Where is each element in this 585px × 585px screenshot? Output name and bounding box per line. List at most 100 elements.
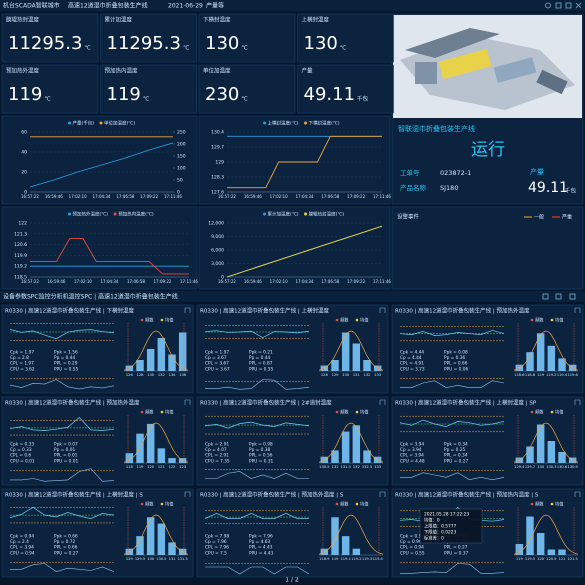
kpi-bg	[1, 64, 99, 114]
spc-panel: R0330 | 高速12道湿巾折叠包装生产线 | 2#道封温度 Cpk = 2.9…	[196, 396, 389, 486]
kpi-value: 49.11	[304, 84, 356, 105]
kpi-bg	[198, 13, 296, 63]
stat: Cp = 3.67	[205, 355, 227, 361]
spc-panel: R0330 | 高速12道湿巾折叠包装生产线 | 预加热外温度 Cpk = 0.3…	[1, 396, 194, 486]
y-tick-label: 130.4	[211, 130, 224, 136]
hist-bar	[178, 332, 187, 371]
hist-bin-label: 131	[353, 373, 360, 377]
tooltip-line: 标准差：0	[424, 535, 444, 542]
mr-line	[400, 563, 505, 574]
hist-bin-label: 130	[147, 557, 155, 561]
kpi-bg	[198, 64, 296, 114]
y-tick-label: 129.7	[211, 145, 224, 151]
legend-label: 频数	[145, 409, 154, 416]
kpi-value: 119	[8, 84, 42, 105]
legend-dot	[68, 212, 71, 216]
kpi-unit: ℃	[241, 96, 247, 103]
x-tick-label: 17:11:46	[373, 194, 391, 199]
legend-label: 均值	[360, 317, 369, 324]
y2-tick-label: 100	[177, 166, 186, 172]
control-line	[9, 329, 115, 340]
expand-icon[interactable]	[184, 491, 191, 497]
x-tick-label: 17:11:46	[164, 194, 182, 199]
x-tick-label: 17:09:22	[347, 279, 365, 284]
hist-bin-label: 131	[169, 557, 176, 561]
y2-tick-label: 250	[177, 130, 186, 136]
y2-tick-label: 150	[177, 154, 186, 160]
x-tick-label: 17:02:10	[69, 194, 87, 199]
stat: PPU = 0.27	[54, 550, 78, 556]
order-value: 023872-1	[440, 169, 471, 177]
kpi-value: 119	[107, 84, 141, 105]
legend-dot	[355, 502, 359, 506]
mr-line	[400, 380, 505, 388]
legend-dot	[263, 121, 266, 125]
header-title: 机台SCADA智联城市	[3, 2, 60, 10]
kpi-tile: 下横封温度 130 ℃	[198, 13, 296, 63]
legend-dot	[530, 318, 534, 322]
top-icons[interactable]	[545, 2, 582, 9]
hist-bin-label: 130	[147, 373, 155, 377]
stat: Ppk = 7.96	[249, 534, 273, 540]
kpi-unit: ℃	[84, 45, 90, 52]
stat: PPL = 0.01	[54, 453, 78, 459]
expand-icon[interactable]	[184, 399, 191, 405]
expand-icon[interactable]	[379, 307, 386, 313]
stat: CPU = 3.73	[400, 366, 425, 372]
legend-label: 频数	[145, 501, 154, 508]
stat: PPL = 0.34	[444, 453, 468, 459]
x-tick-label: 17:02:10	[270, 279, 288, 284]
stat: PPL = 0.29	[54, 361, 78, 367]
legend-label: 预加热内温度(℃)	[118, 211, 154, 218]
x-tick-label: 17:06:58	[321, 194, 339, 199]
expand-icon[interactable]	[574, 491, 581, 497]
series-line	[30, 237, 189, 275]
icon[interactable]	[555, 293, 562, 300]
hist-bin-label: 128	[137, 373, 145, 377]
line-chart: 0 20 40 60 0 50 100 150 200 250 16:57:22 16:59:46 17…	[1, 115, 198, 205]
y-tick-label: 0	[24, 190, 27, 196]
legend-dot	[140, 318, 144, 322]
legend-label: 频数	[535, 317, 544, 324]
hist-bin-label: 119.5	[525, 557, 535, 561]
stat: PPL = 4.43	[249, 545, 273, 551]
stat: Ppk = 0.34	[444, 442, 468, 448]
icon[interactable]	[545, 2, 551, 9]
legend-dot	[550, 410, 554, 414]
icon[interactable]	[569, 293, 576, 300]
stat: CPL = 0.94	[400, 545, 424, 551]
x-tick-label: 17:11:46	[373, 279, 391, 284]
kpi-tile: 累计加温度 11295.3 ℃	[100, 13, 197, 63]
expand-icon[interactable]	[574, 307, 581, 313]
output-unit: 千包	[565, 187, 577, 195]
stat: Cpk = 1.97	[10, 350, 34, 356]
hist-bin-label: 130	[342, 373, 350, 377]
line-chart: 118.5 119.2 119.9 120.6 121.3 122 16:57:22 16:5…	[1, 206, 198, 290]
expand-icon[interactable]	[574, 399, 581, 405]
icon[interactable]	[575, 2, 582, 9]
y-tick-label: 12,000	[208, 221, 224, 227]
expand-icon[interactable]	[379, 399, 386, 405]
y2-tick-label: 50	[177, 178, 183, 184]
x-tick-label: 16:59:46	[45, 194, 63, 199]
hist-bin-label: 119.2	[546, 373, 556, 377]
legend-dot	[335, 410, 339, 414]
panel-title: R0330 | 高速12道湿巾折叠包装生产线 | 下横封温度	[5, 307, 135, 315]
stat: CPU = 3.62	[10, 366, 35, 372]
header-tab[interactable]: 产量等	[206, 2, 224, 10]
stat: CPL = 3.94	[400, 453, 424, 459]
product-value: SJ180	[440, 184, 458, 192]
hist-bar	[352, 343, 361, 371]
icon[interactable]	[542, 293, 549, 300]
expand-icon[interactable]	[379, 491, 386, 497]
panel-title: R0330 | 高速12道湿巾折叠包装生产线 | 上横封温度 | SP	[395, 399, 537, 407]
y2-tick-label: 0	[177, 190, 180, 196]
icon[interactable]	[565, 2, 572, 9]
section-title: 设备参数SPC监控分析机温控SPC | 高速12道湿巾折叠包装生产线	[3, 293, 178, 301]
pager[interactable]: 1 / 2	[285, 577, 299, 584]
machine-part	[415, 62, 437, 84]
kpi-label: 产量	[302, 67, 314, 75]
icon[interactable]	[555, 2, 562, 9]
expand-icon[interactable]	[184, 307, 191, 313]
stat: PPU = 0.37	[444, 550, 468, 556]
